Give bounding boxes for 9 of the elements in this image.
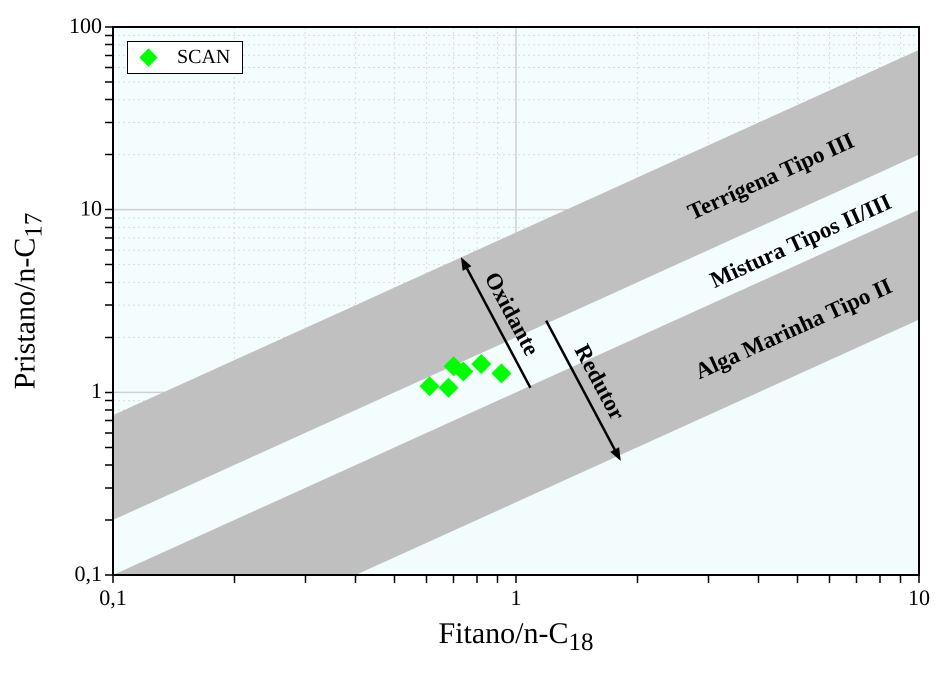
- y-tick-label: 10: [80, 195, 102, 220]
- x-tick-label: 1: [510, 584, 522, 610]
- y-tick-label: 1: [91, 378, 102, 404]
- x-tick-label: 10: [908, 584, 930, 610]
- legend-label: SCAN: [177, 46, 230, 69]
- x-tick-label: 0,1: [99, 584, 127, 610]
- x-axis-title: Fitano/n-C$_{18}$: [438, 617, 594, 657]
- y-tick-label: 100: [69, 12, 102, 38]
- y-tick-label: 0,1: [74, 560, 102, 586]
